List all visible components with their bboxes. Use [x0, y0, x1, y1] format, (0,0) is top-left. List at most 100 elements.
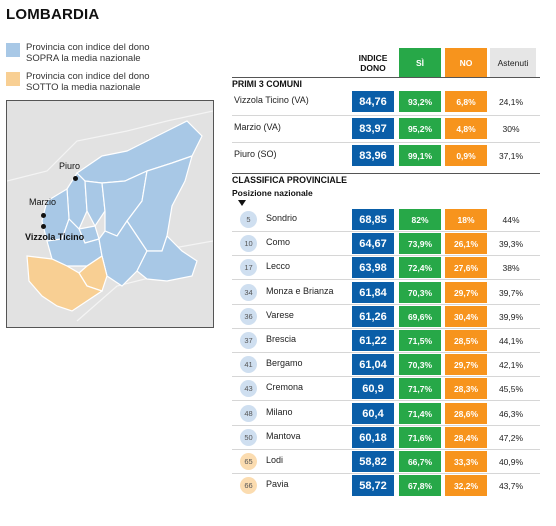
row-divider [232, 142, 540, 143]
no-value: 30,4% [445, 306, 487, 327]
no-value: 28,5% [445, 330, 487, 351]
astenuti-value: 39,9% [498, 311, 524, 322]
si-value: 70,3% [399, 282, 441, 303]
no-value: 29,7% [445, 282, 487, 303]
legend-below-text: Provincia con indice del dono SOTTO la m… [26, 71, 196, 93]
no-value: 0,9% [445, 145, 487, 166]
rank-badge: 48 [240, 405, 257, 422]
rank-badge: 65 [240, 453, 257, 470]
province-name: Lodi [266, 455, 284, 465]
rank-badge: 34 [240, 284, 257, 301]
header-si: SÌ [399, 48, 441, 78]
astenuti-value: 39,3% [498, 238, 524, 249]
marzio-label: Marzio [29, 197, 57, 207]
province-mantova [136, 234, 198, 282]
legend-above-line1: Provincia con indice del dono [26, 42, 150, 53]
rank-badge: 66 [240, 477, 257, 494]
astenuti-value: 45,5% [498, 383, 524, 394]
no-value: 4,8% [445, 118, 487, 139]
table-row: 48 Milano 60,4 71,4% 28,6% 46,3% [232, 403, 540, 424]
astenuti-value: 38% [502, 262, 520, 273]
row-divider [232, 473, 540, 474]
table-row: 41 Bergamo 61,04 70,3% 29,7% 42,1% [232, 354, 540, 375]
arrow-down-icon [238, 200, 246, 206]
province-name: Cremona [266, 382, 304, 392]
header-no: NO [445, 48, 487, 78]
page-title: LOMBARDIA [6, 6, 100, 23]
legend-below: Provincia con indice del dono SOTTO la m… [6, 71, 196, 93]
table-row: 37 Brescia 61,22 71,5% 28,5% 44,1% [232, 330, 540, 351]
row-divider [232, 115, 540, 116]
province-pavia [26, 255, 104, 312]
header-index: INDICE DONO [358, 53, 388, 73]
si-value: 99,1% [399, 145, 441, 166]
legend-above-text: Provincia con indice del dono SOPRA la m… [26, 42, 196, 64]
no-value: 33,3% [445, 451, 487, 472]
index-value: 63,98 [352, 257, 394, 278]
header-astenuti: Astenuti [490, 48, 536, 78]
no-value: 27,6% [445, 257, 487, 278]
no-value: 32,2% [445, 475, 487, 496]
table-row: Vizzola Ticino (VA) 84,76 93,2% 6,8% 24,1% [232, 91, 540, 112]
si-value: 66,7% [399, 451, 441, 472]
rank-badge: 50 [240, 429, 257, 446]
no-value: 28,6% [445, 403, 487, 424]
no-value: 28,4% [445, 427, 487, 448]
index-value: 61,84 [352, 282, 394, 303]
si-value: 71,7% [399, 378, 441, 399]
row-divider [232, 352, 540, 353]
table-row: 10 Como 64,67 73,9% 26,1% 39,3% [232, 233, 540, 254]
map-svg [7, 101, 213, 327]
row-divider [232, 449, 540, 450]
table-row: 43 Cremona 60,9 71,7% 28,3% 45,5% [232, 378, 540, 399]
province-name: Como [266, 237, 291, 247]
index-value: 60,9 [352, 378, 394, 399]
lombardia-map: Piuro Marzio Vizzola Ticino [6, 100, 214, 328]
section-top-line [232, 77, 540, 78]
table-row: 66 Pavia 58,72 67,8% 32,2% 43,7% [232, 475, 540, 496]
index-value: 64,67 [352, 233, 394, 254]
index-value: 84,76 [352, 91, 394, 112]
index-value: 61,26 [352, 306, 394, 327]
rank-badge: 41 [240, 356, 257, 373]
no-value: 29,7% [445, 354, 487, 375]
table-row: 17 Lecco 63,98 72,4% 27,6% 38% [232, 257, 540, 278]
vizzola-marker [41, 224, 46, 229]
legend-below-swatch [6, 72, 20, 86]
row-divider [232, 304, 540, 305]
index-value: 58,82 [352, 451, 394, 472]
no-value: 28,3% [445, 378, 487, 399]
comune-name: Marzio (VA) [234, 122, 281, 132]
si-value: 67,8% [399, 475, 441, 496]
section-prov-title: CLASSIFICA PROVINCIALE [232, 175, 348, 185]
si-value: 72,4% [399, 257, 441, 278]
table-row: 5 Sondrio 68,85 82% 18% 44% [232, 209, 540, 230]
astenuti-value: 44% [502, 214, 520, 225]
astenuti-value: 46,3% [498, 408, 524, 419]
province-name: Lecco [266, 261, 291, 271]
province-name: Pavia [266, 479, 289, 489]
rank-badge: 10 [240, 235, 257, 252]
index-value: 60,4 [352, 403, 394, 424]
legend-below-line1: Provincia con indice del dono [26, 71, 150, 82]
si-value: 95,2% [399, 118, 441, 139]
piuro-label: Piuro [59, 161, 81, 171]
table-row: 36 Varese 61,26 69,6% 30,4% 39,9% [232, 306, 540, 327]
rank-badge: 17 [240, 259, 257, 276]
province-name: Mantova [266, 431, 301, 441]
legend-above-swatch [6, 43, 20, 57]
no-value: 18% [445, 209, 487, 230]
province-name: Bergamo [266, 358, 303, 368]
section-prov-line [232, 173, 540, 174]
astenuti-value: 43,7% [498, 480, 524, 491]
province-name: Brescia [266, 334, 297, 344]
marzio-marker [41, 213, 46, 218]
province-cremona [98, 219, 148, 287]
row-divider [232, 425, 540, 426]
row-divider [232, 279, 540, 280]
index-value: 83,96 [352, 145, 394, 166]
no-value: 6,8% [445, 91, 487, 112]
astenuti-value: 24,1% [498, 96, 524, 107]
province-name: Sondrio [266, 213, 298, 223]
si-value: 71,5% [399, 330, 441, 351]
